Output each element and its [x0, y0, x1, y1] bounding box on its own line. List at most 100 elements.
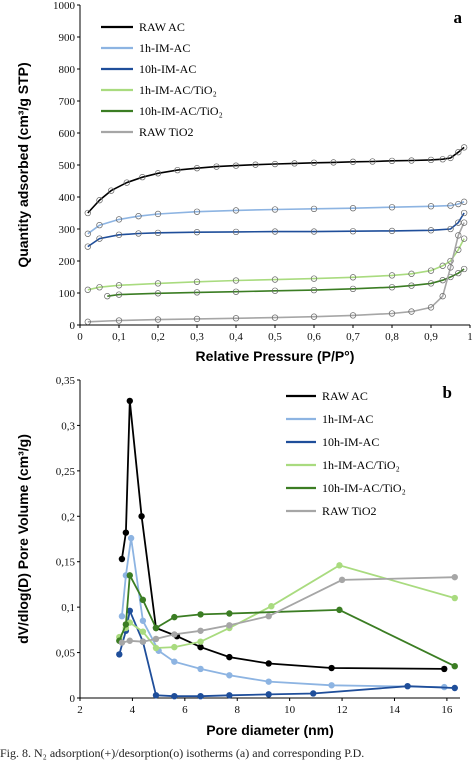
data-point — [115, 282, 123, 289]
data-point — [152, 635, 160, 643]
data-point — [139, 628, 147, 635]
data-point — [226, 672, 233, 679]
data-point — [388, 272, 396, 279]
y-axis-label: dV/dlog(D) Pore Volume (cm³/g) — [15, 434, 31, 644]
data-point — [139, 596, 147, 604]
x-axis-label: Relative Pressure (P/P°) — [196, 348, 355, 364]
y-tick-label: 600 — [59, 128, 76, 140]
data-point — [108, 187, 115, 194]
y-tick-label: 300 — [59, 224, 76, 236]
data-point — [408, 270, 415, 277]
data-point — [447, 257, 454, 265]
data-point — [84, 318, 91, 325]
series-line — [87, 146, 465, 214]
data-point — [193, 208, 201, 215]
data-point — [154, 290, 162, 297]
legend-label: 1h-IM-AC — [322, 412, 373, 426]
data-point — [84, 243, 91, 250]
data-point — [349, 205, 357, 212]
data-point — [232, 207, 240, 214]
data-point — [461, 144, 468, 151]
x-tick-label: 8 — [234, 704, 240, 716]
data-point — [271, 206, 279, 213]
data-point — [138, 513, 145, 520]
data-point — [116, 651, 123, 658]
data-point — [232, 288, 240, 295]
y-tick-label: 0,15 — [56, 557, 76, 569]
series-line — [118, 572, 456, 668]
data-point — [118, 555, 126, 563]
data-point — [427, 156, 435, 164]
legend-label: 1h-IM-AC/TiO₂ — [139, 83, 217, 97]
data-point — [104, 293, 111, 300]
data-point — [451, 663, 458, 670]
data-point — [338, 576, 346, 584]
data-point — [427, 203, 435, 210]
data-point — [439, 262, 446, 269]
y-tick-label: 1000 — [53, 0, 76, 12]
x-tick-label: 0,3 — [190, 331, 204, 343]
y-tick-label: 0,05 — [56, 648, 76, 660]
data-point — [122, 529, 130, 536]
x-tick-label: 0,8 — [385, 331, 399, 343]
y-tick-label: 900 — [59, 32, 76, 44]
data-point — [271, 276, 279, 283]
data-point — [310, 159, 318, 166]
data-point — [171, 631, 178, 638]
data-point — [84, 286, 91, 293]
data-point — [115, 291, 123, 298]
data-point — [193, 165, 201, 172]
data-point — [122, 621, 130, 628]
y-tick-label: 700 — [59, 96, 76, 108]
panel-label: a — [454, 8, 463, 27]
data-point — [461, 209, 468, 217]
x-tick-label: 0,2 — [151, 331, 165, 343]
data-point — [171, 692, 178, 700]
data-point — [232, 162, 240, 169]
x-tick-label: 16 — [441, 704, 453, 716]
x-tick-label: 0 — [77, 331, 83, 343]
x-axis-label: Pore diameter (nm) — [206, 722, 334, 738]
data-point — [271, 314, 279, 321]
y-tick-label: 0 — [70, 320, 76, 332]
data-point — [330, 159, 337, 166]
series-line — [121, 576, 455, 644]
data-point — [193, 315, 201, 323]
y-tick-label: 400 — [59, 192, 76, 204]
x-tick-label: 0,5 — [268, 331, 282, 343]
data-point — [310, 286, 318, 294]
data-point — [197, 627, 204, 634]
data-point — [96, 197, 103, 204]
data-point — [152, 644, 160, 652]
data-point — [388, 227, 396, 235]
data-point — [139, 638, 147, 645]
data-point — [271, 287, 279, 294]
data-point — [126, 607, 133, 614]
data-point — [171, 658, 178, 665]
data-point — [174, 166, 181, 174]
data-point — [291, 160, 298, 167]
data-point — [349, 158, 357, 165]
y-tick-label: 100 — [59, 288, 76, 300]
data-point — [455, 149, 462, 156]
data-point — [252, 161, 259, 168]
data-point — [408, 308, 415, 315]
data-point — [154, 210, 162, 218]
y-tick-label: 0,1 — [61, 602, 75, 614]
data-point — [310, 690, 317, 697]
y-axis-label: Quantity adsorbed (cm³/g STP) — [15, 62, 31, 267]
data-point — [369, 158, 376, 165]
data-point — [349, 312, 357, 319]
data-point — [268, 603, 275, 610]
data-point — [455, 200, 462, 208]
y-tick-label: 0,2 — [61, 511, 75, 523]
data-point — [232, 277, 240, 284]
y-tick-label: 500 — [59, 160, 76, 172]
series-line — [121, 400, 445, 670]
data-point — [336, 562, 343, 569]
isotherm-chart: 0 100 200 300 400 500 600 700 800 900 1000 0 0,1 0,2 0… — [15, 0, 473, 364]
data-point — [461, 265, 468, 273]
data-point — [232, 228, 240, 236]
series-line — [118, 607, 455, 698]
data-point — [447, 154, 454, 162]
